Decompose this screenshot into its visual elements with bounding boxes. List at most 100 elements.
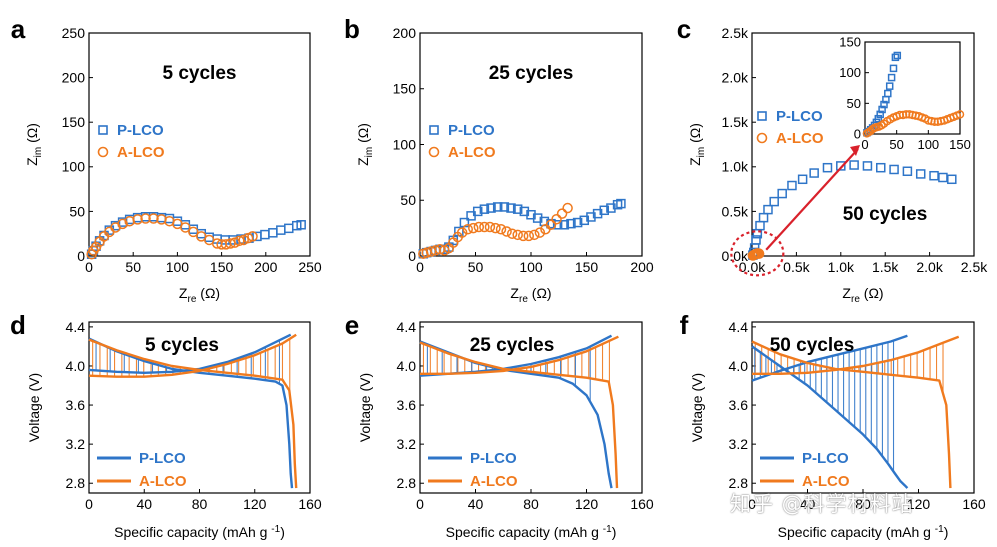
panel-c-arrow-shaft [765, 148, 859, 251]
panel-d-annotation: 5 cycles [145, 335, 219, 356]
panel-c-ytick-label: 2.5k [722, 25, 749, 41]
panel-b-p-lco-point [499, 202, 510, 212]
panel-a-a-lco-point [180, 222, 191, 233]
panel-b-ylabel-text: Zim (Ω) [355, 123, 375, 166]
panel-d-ylabel: Voltage (V) [26, 373, 42, 442]
panel-a-a-lco-point [188, 226, 199, 238]
panel-e-a-lco-discharge-line [419, 341, 619, 489]
panel-f-ylabel: Voltage (V) [689, 373, 705, 442]
panel-e-legend-label: A-LCO [470, 473, 518, 490]
panel-a-xtick-label: 100 [166, 259, 190, 275]
panel-c-p-lco-point [797, 174, 808, 185]
panel-c-p-lco-point [902, 166, 913, 177]
panel-c-inset-xtick-label: 50 [889, 137, 903, 152]
panel-f-annotation: 50 cycles [770, 335, 855, 356]
panel-f-xtick-label: 40 [800, 496, 816, 512]
panel-a-legend-label: A-LCO [117, 144, 165, 161]
panel-e-xlabel: Specific capacity (mAh g -1) [446, 524, 617, 540]
panel-a-frame [88, 32, 311, 257]
panel-c-p-lco-point [849, 160, 859, 170]
panel-c-inset-p-lco-point [893, 51, 902, 60]
panel-d-xtick-label: 160 [298, 496, 322, 512]
panel-b-a-lco-point [556, 208, 568, 219]
panel-d-p-lco-discharge-line [88, 337, 294, 489]
panel-f-p-lco-charge-line [751, 334, 908, 382]
panel-c-p-lco-point [822, 162, 833, 173]
panel-d-xlabel: Specific capacity (mAh g -1) [114, 524, 285, 540]
panel-b-a-lco-point [490, 222, 501, 234]
panel-d-ytick-label: 4.0 [66, 358, 86, 374]
panel-b-xtick-label: 50 [468, 259, 484, 275]
panel-c-p-lco-point [787, 180, 797, 191]
panel-d-legend-label: A-LCO [139, 473, 187, 490]
panel-b-ytick-label: 50 [400, 192, 416, 208]
panel-f-legend-label: P-LCO [802, 450, 849, 467]
panel-b-annotation: 25 cycles [489, 63, 574, 84]
panel-f-xlabel: Specific capacity (mAh g -1) [778, 524, 949, 540]
panel-a-xtick-label: 50 [125, 259, 141, 275]
panel-b-p-lco-point [512, 204, 523, 214]
panel-c-inset-p-lco-point [876, 110, 884, 119]
panel-a-a-lco-point [140, 213, 151, 224]
panel-c-p-lco-point [915, 169, 926, 179]
panel-e-xtick-label: 40 [468, 496, 484, 512]
panel-e-ytick-label: 3.2 [397, 436, 417, 452]
panel-a-legend-label: P-LCO [117, 122, 164, 139]
panel-c-p-lco-point [777, 188, 787, 199]
panel-b-a-lco-point [501, 226, 512, 237]
panel-d-ytick-label: 2.8 [66, 475, 86, 491]
panel-a-legend-marker [98, 125, 108, 135]
panel-c-p-lco-point [862, 161, 873, 171]
panel-c-ytick-label: 1.5k [722, 114, 749, 130]
panel-e-ytick-label: 4.4 [397, 319, 417, 335]
panel-b-ytick-label: 100 [393, 136, 417, 152]
panel-e-ytick-label: 2.8 [397, 475, 417, 491]
panel-b-ylabel: Zim (Ω) [355, 123, 375, 166]
panel-b-p-lco-point [552, 220, 563, 230]
panel-b-a-lco-point [562, 202, 573, 214]
panel-b-a-lco-point [479, 221, 490, 233]
panel-a-ytick-label: 200 [62, 70, 86, 86]
panel-b-a-lco-point [534, 227, 546, 238]
panel-a-a-lco-point [132, 214, 143, 225]
panel-a-annotation: 5 cycles [163, 63, 237, 84]
panel-a-letter: a [11, 14, 26, 44]
panel-b-xlabel-text: Zre (Ω) [510, 285, 551, 305]
panel-c-inset-frame [864, 41, 961, 135]
panel-d-ytick-label: 4.4 [66, 319, 86, 335]
panel-a-p-lco-point [276, 225, 286, 235]
panel-c-xtick-label: 2.0k [916, 259, 943, 275]
panel-b-p-lco-point [566, 218, 576, 229]
panel-b-xtick-label: 150 [575, 259, 599, 275]
panel-e-legend-label: P-LCO [470, 450, 517, 467]
panel-b-a-lco-point [551, 213, 562, 225]
panel-b-xlabel: Zre (Ω) [510, 285, 551, 305]
panel-b-a-lco-point [462, 223, 473, 235]
panel-a-ylabel-text: Zim (Ω) [24, 123, 44, 166]
panel-c-inset-ytick-label: 0 [854, 127, 861, 142]
panel-b-a-lco-point [517, 230, 529, 242]
panel-c-inset-p-lco-point [874, 114, 883, 123]
panel-c-inset-p-lco-point [889, 64, 898, 73]
panel-b-p-lco-point [616, 198, 626, 209]
panel-d-a-lco-discharge-line [88, 338, 298, 489]
panel-f-ytick-label: 4.0 [729, 358, 749, 374]
panel-a-a-lco-point [90, 241, 102, 253]
panel-d-legend-label: P-LCO [139, 450, 186, 467]
panel-e-annotation: 25 cycles [470, 335, 555, 356]
panel-c-xtick-label: 2.5k [961, 259, 988, 275]
panel-c-p-lco-point [758, 212, 769, 223]
panel-c-ytick-label: 2.0k [722, 70, 749, 86]
panel-f-ytick-label: 4.4 [729, 319, 749, 335]
panel-d-ytick-label: 3.6 [66, 397, 86, 413]
panel-d-xtick-label: 120 [243, 496, 267, 512]
panel-a-p-lco-point [260, 229, 270, 240]
panel-d-letter: d [10, 310, 26, 340]
panel-c-xtick-label: 1.0k [828, 259, 855, 275]
panel-c-legend-label: A-LCO [776, 130, 824, 147]
panel-c-inset-p-lco-point [878, 105, 886, 114]
panel-c-highlight-circle [730, 230, 785, 277]
panel-b-legend-marker [429, 125, 439, 135]
panel-c-xtick-label: 1.5k [872, 259, 899, 275]
